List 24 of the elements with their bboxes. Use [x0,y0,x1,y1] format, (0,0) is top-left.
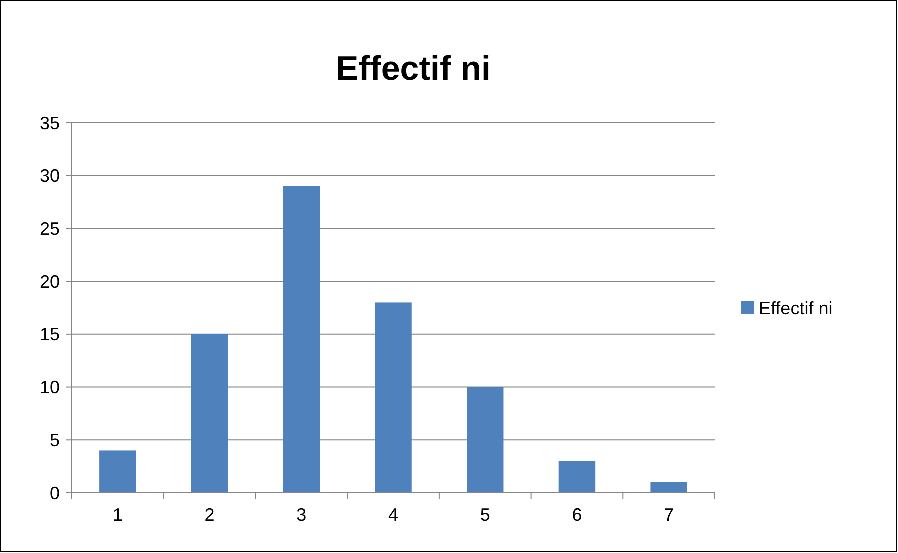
y-tick-label: 20 [40,272,60,292]
x-tick-label: 4 [388,505,399,525]
x-tick-label: 5 [480,505,490,525]
bar [191,334,228,493]
bar [650,482,688,493]
y-tick-label: 30 [40,166,60,186]
x-tick-label: 1 [112,505,123,525]
bar [558,461,596,493]
chart-title: Effectif ni [336,50,491,88]
bar [466,387,504,493]
legend-label: Effectif ni [759,298,833,318]
x-tick-label: 3 [296,505,307,525]
x-tick-label: 7 [664,505,674,525]
y-tick-label: 15 [40,324,60,345]
x-tick-label: 2 [204,505,215,525]
y-tick-label: 5 [50,430,60,450]
y-tick-label: 25 [40,219,60,240]
bar [100,450,136,493]
y-tick-label: 35 [40,113,60,134]
bar [375,302,412,493]
x-tick-label: 6 [572,505,582,525]
y-tick-label: 10 [40,378,60,398]
y-tick-label: 0 [50,483,60,504]
bar [283,186,320,493]
